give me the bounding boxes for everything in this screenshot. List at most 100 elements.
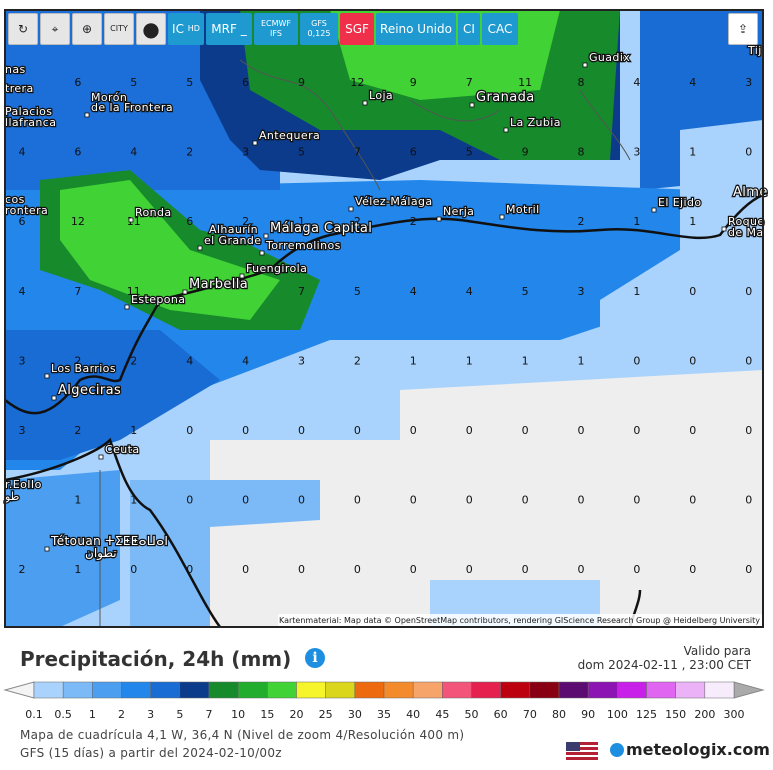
place-dot: [51, 395, 57, 401]
legend-label: 100: [607, 708, 628, 721]
circle-button[interactable]: ●: [136, 13, 166, 45]
legend-label: 70: [523, 708, 537, 721]
place-dot: [44, 373, 50, 379]
cac-button[interactable]: CAC: [482, 13, 518, 45]
city-button[interactable]: CITY: [104, 13, 134, 45]
grid-value: 6: [74, 76, 81, 89]
grid-value: 4: [19, 146, 26, 159]
share-button[interactable]: ⇪: [728, 13, 758, 45]
legend-swatch: [237, 681, 268, 699]
place-dot: [44, 546, 50, 552]
info-button[interactable]: i: [305, 648, 325, 668]
place-label: Guadix: [589, 51, 630, 64]
place-label: El Ejido: [658, 196, 701, 209]
place-dot: [259, 250, 265, 256]
place-label: Ronda: [135, 206, 172, 219]
place-label: Ceuta: [105, 443, 139, 456]
reload-button[interactable]: ↻: [8, 13, 38, 45]
grid-value: 5: [466, 146, 473, 159]
grid-value: 0: [298, 424, 305, 437]
legend: 0.1 0.5 1 2 3 5 7 10 15 20 25 30 35 40 45 50 60 70 80 90 100…: [3, 681, 765, 721]
grid-value: 7: [466, 76, 473, 89]
place-label: Algeciras: [58, 383, 121, 398]
legend-arrow-right: [733, 681, 765, 699]
legend-swatch: [62, 681, 93, 699]
place-label: Marbella: [189, 277, 248, 292]
grid-value: 0: [633, 494, 640, 507]
place-label: Alme: [733, 185, 768, 200]
reino-unido-button[interactable]: Reino Unido: [376, 13, 456, 45]
place-label: Granada: [476, 90, 535, 105]
legend-label: 20: [290, 708, 304, 721]
place-dot: [721, 226, 727, 232]
grid-value: 11: [127, 285, 141, 298]
valid-label: Valido para: [683, 644, 751, 658]
grid-value: 0: [745, 285, 752, 298]
grid-value: 1: [633, 215, 640, 228]
grid-value: 1: [130, 424, 137, 437]
button-label: IC: [172, 22, 184, 36]
grid-value: 1: [689, 215, 696, 228]
grid-value: 1: [633, 285, 640, 298]
legend-swatch: [471, 681, 501, 699]
grid-value: 6: [74, 146, 81, 159]
grid-value: 3: [19, 424, 26, 437]
grid-value: 1: [130, 494, 137, 507]
pin-button[interactable]: ⌖: [40, 13, 70, 45]
grid-value: 1: [298, 215, 305, 228]
legend-swatch: [325, 681, 356, 699]
legend-swatch: [354, 681, 385, 699]
grid-value: 11: [518, 76, 532, 89]
grid-value: 6: [410, 146, 417, 159]
legend-label: 3: [147, 708, 154, 721]
place-label: تطوان: [85, 546, 117, 561]
legend-swatch: [529, 681, 560, 699]
sgf-button[interactable]: SGF: [340, 13, 374, 45]
grid-value: 0: [186, 494, 193, 507]
place-label: Vélez-Málaga: [355, 195, 433, 208]
place-dot: [582, 62, 588, 68]
mrf-button[interactable]: MRF _: [206, 13, 252, 45]
grid-value: 1: [410, 354, 417, 367]
grid-value: 0: [689, 354, 696, 367]
legend-label: 35: [377, 708, 391, 721]
place-dot: [499, 214, 505, 220]
grid-value: 6: [242, 76, 249, 89]
place-label: Torremolinos: [265, 239, 341, 252]
grid-value: 6: [186, 215, 193, 228]
zoom-button[interactable]: ⊕: [72, 13, 102, 45]
grid-value: 0: [745, 354, 752, 367]
button-label: HD: [187, 24, 200, 33]
place-label: trera: [5, 82, 34, 95]
grid-value: 1: [74, 494, 81, 507]
legend-label: 25: [319, 708, 333, 721]
brand-icon: [610, 743, 624, 757]
grid-value: 0: [633, 424, 640, 437]
legend-swatch: [208, 681, 239, 699]
grid-value: 0: [298, 563, 305, 576]
grid-value: 1: [466, 354, 473, 367]
legend-swatch: [587, 681, 618, 699]
grid-value: 0: [466, 494, 473, 507]
legend-swatch: [558, 681, 589, 699]
button-label: ECMWF: [260, 19, 292, 28]
place-label: Antequera: [259, 129, 320, 142]
place-label: rontera: [5, 204, 48, 217]
ic-hd-button[interactable]: IC HD: [168, 13, 204, 45]
legend-swatch: [33, 681, 64, 699]
grid-value: 2: [354, 354, 361, 367]
ecmwf-button[interactable]: ECMWF IFS: [254, 13, 298, 45]
grid-value: 0: [354, 563, 361, 576]
grid-value: 3: [19, 354, 26, 367]
place-label: Palacios: [5, 105, 52, 118]
grid-value: 0: [689, 494, 696, 507]
gfs-button[interactable]: GFS 0,125: [300, 13, 338, 45]
coastline: [5, 59, 763, 627]
grid-value: 4: [242, 354, 249, 367]
grid-value: 7: [74, 285, 81, 298]
ci-button[interactable]: CI: [458, 13, 480, 45]
legend-swatch: [121, 681, 151, 699]
grid-value: 3: [298, 354, 305, 367]
grid-value: 0: [186, 424, 193, 437]
